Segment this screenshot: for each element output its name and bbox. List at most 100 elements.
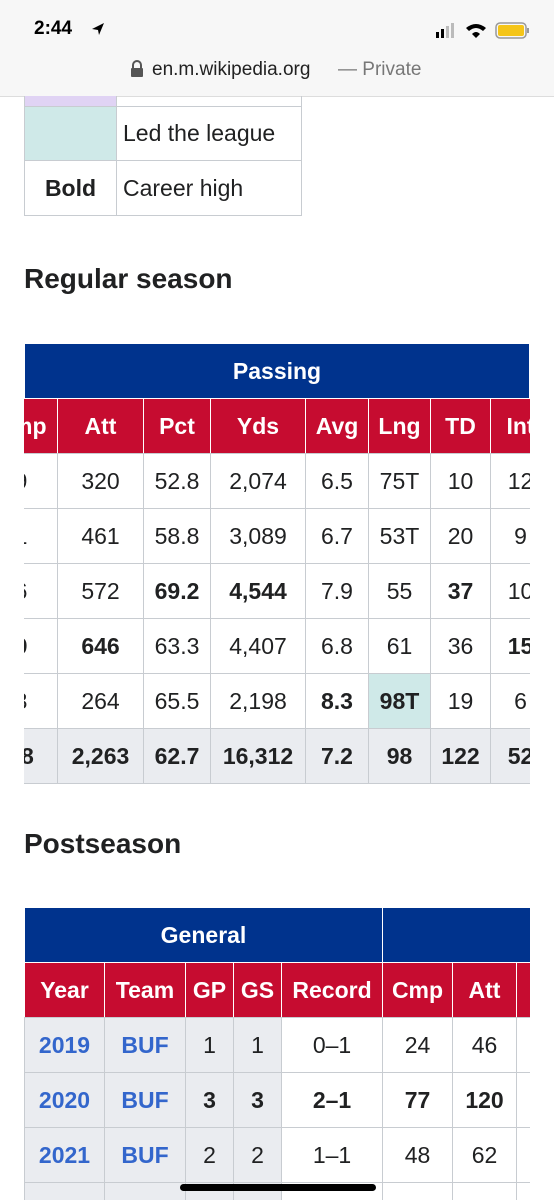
table-cell: 461 <box>57 508 144 564</box>
table-cell: 1 <box>185 1017 234 1073</box>
table-cell: 48 <box>382 1127 453 1183</box>
table-cell: 3,089 <box>210 508 306 564</box>
column-header: GS <box>233 962 282 1018</box>
postseason-table: General Year 2019 2020 2021 Team BUF BUF BUF GP 1 3… <box>24 907 530 1200</box>
table-cell: 62 <box>452 1127 517 1183</box>
table-cell: 6.5 <box>305 453 369 509</box>
table-cell: 2,263 <box>57 728 144 784</box>
browser-top-bar <box>0 0 554 97</box>
table-cell: 2,074 <box>210 453 306 509</box>
table-cell: 264 <box>57 673 144 729</box>
table-cell: 65.5 <box>143 673 211 729</box>
column-header: Att <box>452 962 517 1018</box>
legend-swatch <box>24 106 117 161</box>
column-header: Yds <box>210 398 306 454</box>
column-header: Avg <box>305 398 369 454</box>
link-cell[interactable]: BUF <box>104 1072 186 1128</box>
table-cell: 6.8 <box>305 618 369 674</box>
table-cell: 62.7 <box>143 728 211 784</box>
link-cell[interactable]: 2019 <box>24 1017 105 1073</box>
link-cell[interactable]: 2020 <box>24 1072 105 1128</box>
column-header <box>516 962 530 1018</box>
table-cell: 3 <box>185 1072 234 1128</box>
column-header: TD <box>430 398 491 454</box>
table-cell <box>516 1017 530 1073</box>
legend-label: Career high <box>116 160 302 216</box>
column-header: Cmp <box>382 962 453 1018</box>
table-cell: 2 <box>233 1127 282 1183</box>
column-header: GP <box>185 962 234 1018</box>
table-cell: 19 <box>430 673 491 729</box>
column-header: Pct <box>143 398 211 454</box>
table-cell: 61 <box>368 618 431 674</box>
table-cell: 6.7 <box>305 508 369 564</box>
table-cell: 46 <box>452 1017 517 1073</box>
table-cell: 572 <box>57 563 144 619</box>
table-cell: 8.3 <box>305 673 369 729</box>
table-cell: 3 <box>233 1072 282 1128</box>
table-cell: 4,544 <box>210 563 306 619</box>
table-cell: 24 <box>382 1017 453 1073</box>
table-cell: 646 <box>57 618 144 674</box>
table-cell: 63.3 <box>143 618 211 674</box>
table-cell: 4,407 <box>210 618 306 674</box>
table-cell: 53T <box>368 508 431 564</box>
home-indicator <box>180 1184 376 1191</box>
table-cell: 320 <box>57 453 144 509</box>
table-cell <box>452 1182 517 1200</box>
link-cell[interactable]: BUF <box>104 1127 186 1183</box>
table-cell <box>516 1072 530 1128</box>
group-header <box>382 907 530 963</box>
regular-season-table: PassingCmp9169318Att3204615726462642,263… <box>24 343 530 785</box>
legend-key: Bold <box>24 160 117 216</box>
table-cell: 18 <box>24 728 58 784</box>
column-header: Att <box>57 398 144 454</box>
legend-label: Led the league <box>116 106 302 161</box>
table-cell: 52 <box>490 728 530 784</box>
table-cell: 52.8 <box>143 453 211 509</box>
table-cell: 9 <box>24 453 58 509</box>
table-cell: 20 <box>430 508 491 564</box>
status-time: 2:44 <box>34 18 73 39</box>
group-header: Passing <box>24 343 530 399</box>
table-cell: 1–1 <box>281 1127 383 1183</box>
table-cell: 16,312 <box>210 728 306 784</box>
link-cell[interactable]: 2021 <box>24 1127 105 1183</box>
table-cell: 55 <box>368 563 431 619</box>
table-cell: 10 <box>430 453 491 509</box>
table-cell: 98 <box>368 728 431 784</box>
table-cell: 77 <box>382 1072 453 1128</box>
column-header: Year <box>24 962 105 1018</box>
table-cell: 2,198 <box>210 673 306 729</box>
column-header: Record <box>281 962 383 1018</box>
table-cell: 58.8 <box>143 508 211 564</box>
table-cell: 6 <box>24 563 58 619</box>
table-cell: 9 <box>24 618 58 674</box>
table-cell: 75T <box>368 453 431 509</box>
table-cell: 1 <box>233 1017 282 1073</box>
url[interactable]: en.m.wikipedia.org <box>152 59 311 80</box>
location-icon <box>92 23 104 35</box>
table-cell: 37 <box>430 563 491 619</box>
table-cell: 7.9 <box>305 563 369 619</box>
table-cell: 9 <box>490 508 530 564</box>
table-cell: 69.2 <box>143 563 211 619</box>
table-cell <box>382 1182 453 1200</box>
lock-icon <box>131 60 143 77</box>
status-icons <box>436 22 529 39</box>
table-cell <box>104 1182 186 1200</box>
table-cell <box>24 1182 105 1200</box>
table-cell: 7.2 <box>305 728 369 784</box>
table-cell: 2 <box>185 1127 234 1183</box>
column-header: Team <box>104 962 186 1018</box>
link-cell[interactable]: BUF <box>104 1017 186 1073</box>
group-header: General <box>24 907 383 963</box>
table-cell: 36 <box>430 618 491 674</box>
section-heading: Postseason <box>24 828 182 859</box>
table-cell <box>516 1127 530 1183</box>
column-header: Lng <box>368 398 431 454</box>
table-cell: 1 <box>24 508 58 564</box>
table-cell: 10 <box>490 563 530 619</box>
section-heading: Regular season <box>24 263 233 294</box>
